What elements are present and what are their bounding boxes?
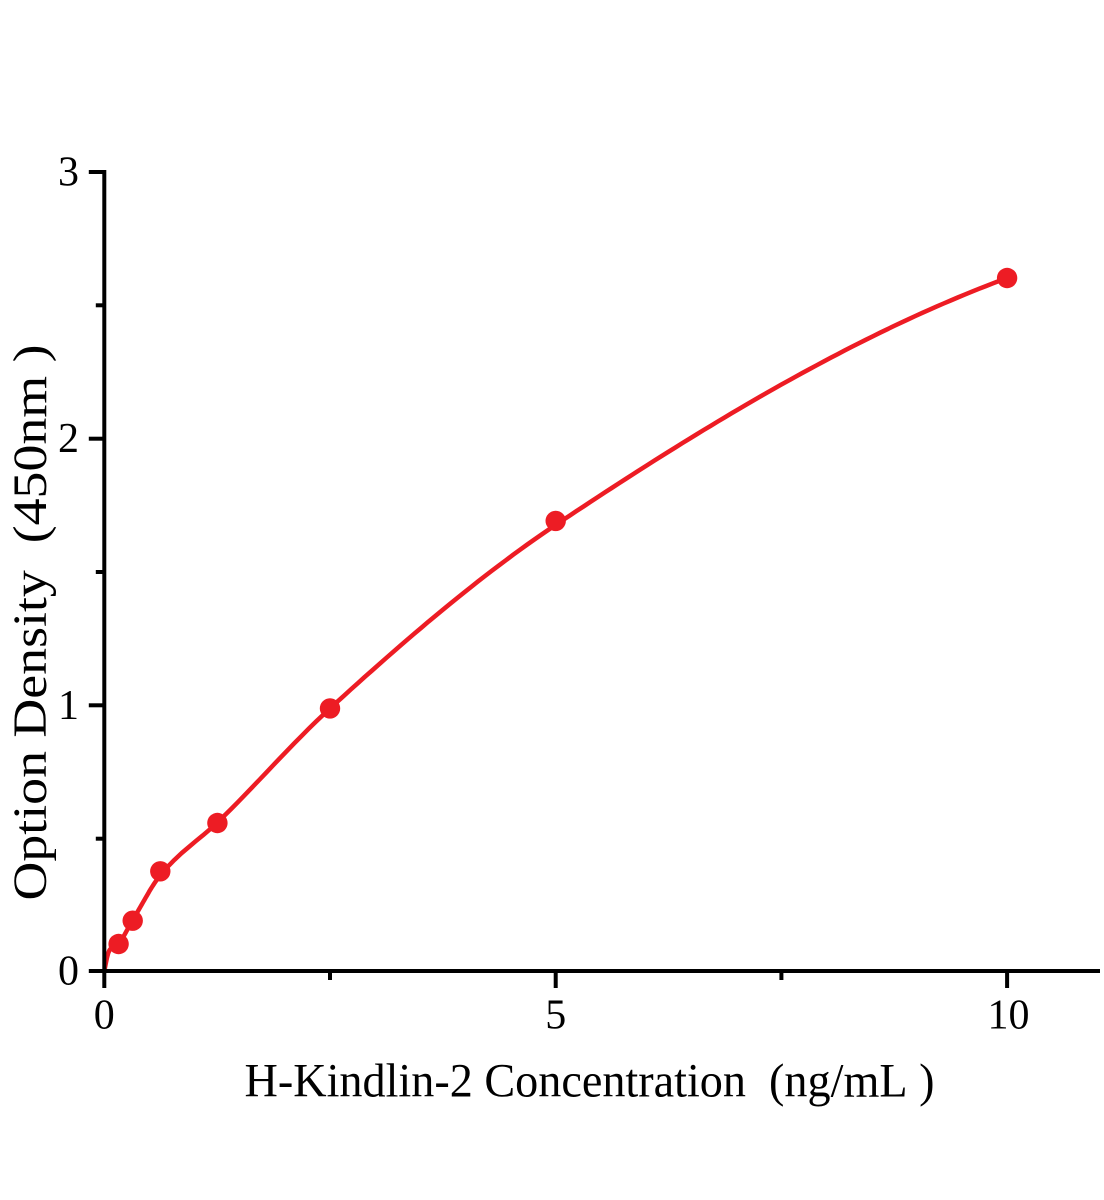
svg-text:10: 10 bbox=[988, 993, 1030, 1039]
svg-text:5: 5 bbox=[545, 993, 566, 1039]
svg-text:H-Kindlin-2 Concentration (ng: H-Kindlin-2 Concentration (ng/mL ) bbox=[245, 1055, 935, 1108]
svg-text:Option Density (450nm ): Option Density (450nm ) bbox=[4, 345, 57, 901]
svg-text:3: 3 bbox=[58, 150, 79, 196]
svg-text:0: 0 bbox=[94, 993, 115, 1039]
svg-text:0: 0 bbox=[58, 949, 79, 995]
svg-text:1: 1 bbox=[58, 683, 79, 729]
svg-text:2: 2 bbox=[58, 416, 79, 462]
